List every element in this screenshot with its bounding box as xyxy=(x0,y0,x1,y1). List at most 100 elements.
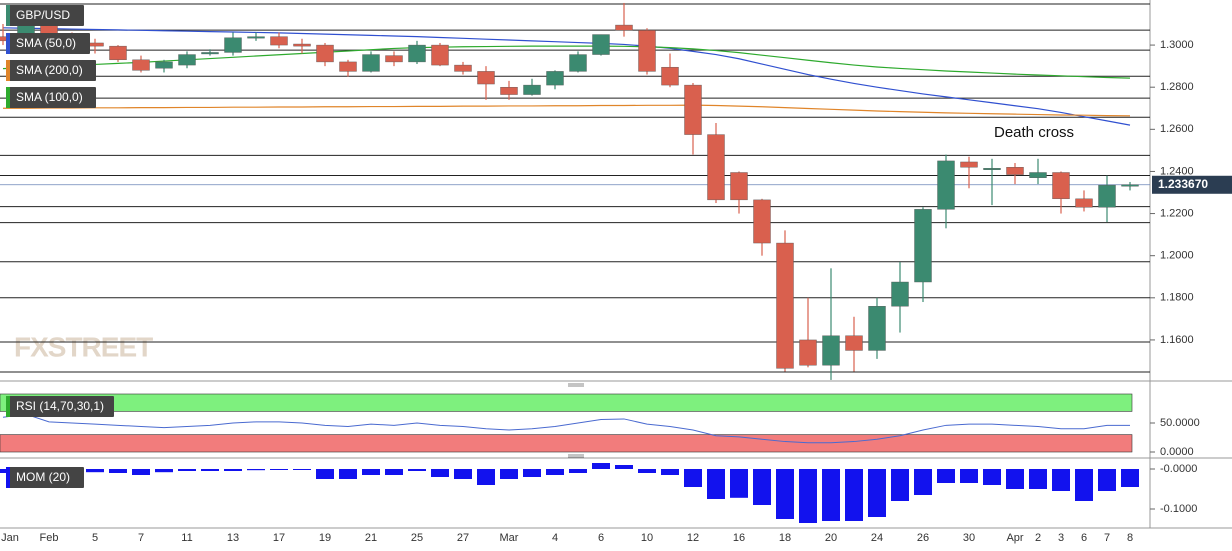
mom-bar xyxy=(247,469,265,471)
x-tick-label: Feb xyxy=(40,532,59,544)
mom-bar xyxy=(1029,469,1047,489)
mom-bar xyxy=(615,465,633,469)
candle-body xyxy=(201,52,219,55)
candle-body xyxy=(178,54,196,66)
mom-bar xyxy=(316,469,334,479)
candle-body xyxy=(1052,172,1070,200)
mom-bar xyxy=(661,469,679,475)
legend-swatch xyxy=(6,87,10,108)
candle-body xyxy=(293,43,311,47)
candle-body xyxy=(1075,198,1093,208)
y-tick-label: 1.2600 xyxy=(1160,123,1194,135)
legend-label: SMA (50,0) xyxy=(16,36,76,50)
candle-body xyxy=(500,86,518,95)
legend-swatch xyxy=(6,467,10,488)
candle-body xyxy=(431,44,449,66)
candle-body xyxy=(914,209,932,283)
y-tick-label: 1.1800 xyxy=(1160,292,1194,304)
candle-body xyxy=(109,45,127,61)
x-tick-label: 26 xyxy=(917,532,929,544)
legend-box xyxy=(6,467,84,488)
candle-body xyxy=(730,172,748,201)
legend-swatch xyxy=(6,396,10,417)
mom-bar xyxy=(546,469,564,475)
y-tick-label: 1.1600 xyxy=(1160,334,1194,346)
mom-bar xyxy=(477,469,495,485)
x-tick-label: 20 xyxy=(825,532,837,544)
candle-body xyxy=(247,36,265,39)
mom-bar xyxy=(1121,469,1139,487)
candle-body xyxy=(477,71,495,85)
candle-body xyxy=(385,55,403,63)
mom-bar xyxy=(868,469,886,517)
candle-body xyxy=(1006,167,1024,175)
x-tick-label: 24 xyxy=(871,532,883,544)
candle-body xyxy=(569,54,587,72)
sma-line xyxy=(3,104,1131,117)
x-tick-label: Apr xyxy=(1006,532,1023,544)
x-tick-label: 6 xyxy=(1081,532,1087,544)
mom-bar xyxy=(500,469,518,479)
x-tick-label: Jan xyxy=(1,532,19,544)
legend-box xyxy=(6,33,90,54)
x-tick-label: 21 xyxy=(365,532,377,544)
y-tick-label: 1.2000 xyxy=(1160,250,1194,262)
legend-label: GBP/USD xyxy=(16,8,70,22)
candle-body xyxy=(523,84,541,95)
candle-body xyxy=(1098,184,1116,208)
watermark: FXSTREET xyxy=(14,331,153,362)
x-tick-label: 5 xyxy=(92,532,98,544)
candle-body xyxy=(615,24,633,31)
x-tick-label: 7 xyxy=(1104,532,1110,544)
legend-label: RSI (14,70,30,1) xyxy=(16,399,104,413)
mom-bar xyxy=(270,469,288,470)
x-tick-label: 8 xyxy=(1127,532,1133,544)
x-tick-label: 11 xyxy=(181,532,192,544)
candle-body xyxy=(937,160,955,210)
x-tick-label: 25 xyxy=(411,532,423,544)
mom-bar xyxy=(914,469,932,495)
mom-bar xyxy=(753,469,771,505)
x-tick-label: 16 xyxy=(733,532,745,544)
x-tick-label: 19 xyxy=(319,532,331,544)
candle-body xyxy=(638,30,656,72)
candle-body xyxy=(1029,172,1047,178)
mom-bar xyxy=(983,469,1001,485)
mom-bar xyxy=(178,469,196,471)
mom-bar xyxy=(224,469,242,471)
mom-bar xyxy=(684,469,702,487)
x-tick-label: 27 xyxy=(457,532,469,544)
y-tick-label: -0.0000 xyxy=(1160,463,1197,475)
x-tick-label: 4 xyxy=(552,532,558,544)
legend-box xyxy=(6,5,84,26)
mom-bar xyxy=(362,469,380,475)
mom-bar xyxy=(569,469,587,473)
candle-body xyxy=(408,44,426,63)
mom-bar xyxy=(385,469,403,475)
y-tick-label: 1.2400 xyxy=(1160,165,1194,177)
mom-bar xyxy=(339,469,357,479)
candle-body xyxy=(891,281,909,307)
legend-swatch xyxy=(6,5,10,26)
current-price-box xyxy=(1152,175,1232,194)
candle-body xyxy=(362,54,380,72)
x-tick-label: 13 xyxy=(227,532,239,544)
mom-bar xyxy=(408,469,426,471)
rsi-line xyxy=(2,413,1130,444)
candle-body xyxy=(845,335,863,351)
x-tick-label: 17 xyxy=(273,532,285,544)
mom-bar xyxy=(132,469,150,475)
mom-bar xyxy=(1098,469,1116,491)
x-tick-label: 18 xyxy=(779,532,791,544)
drag-handle xyxy=(568,383,584,458)
annotation: Death cross xyxy=(994,124,1074,141)
mom-bar xyxy=(201,469,219,471)
x-tick-label: 2 xyxy=(1035,532,1041,544)
mom-bar xyxy=(1075,469,1093,501)
mom-bar xyxy=(1052,469,1070,491)
x-tick-label: 7 xyxy=(138,532,144,544)
candle-body xyxy=(868,306,886,351)
mom-bar xyxy=(431,469,449,477)
